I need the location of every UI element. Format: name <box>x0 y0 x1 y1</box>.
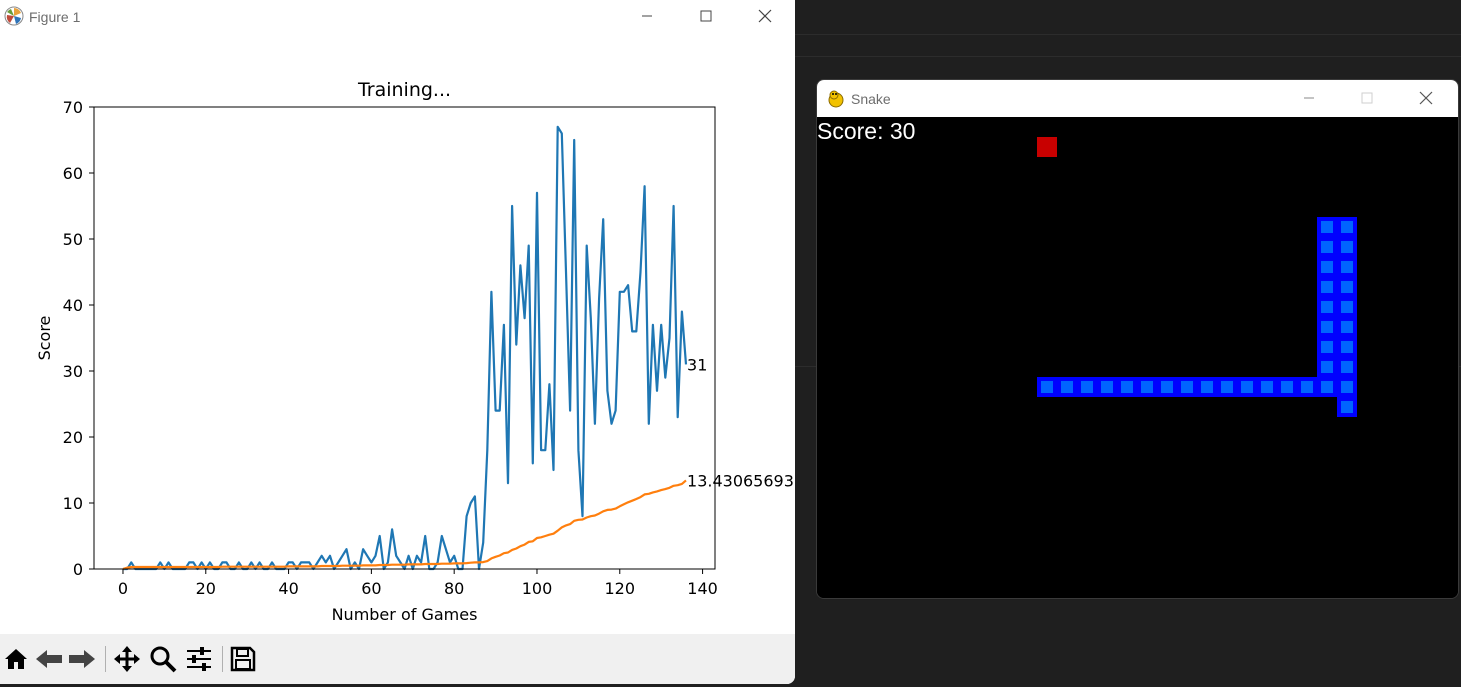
snake-segment <box>1337 397 1357 417</box>
snake-segment <box>1337 257 1357 277</box>
maximize-button[interactable] <box>1347 86 1387 110</box>
snake-segment <box>1037 377 1057 397</box>
axes-frame <box>93 106 716 570</box>
minimize-button[interactable] <box>627 4 667 28</box>
maximize-icon <box>700 10 712 22</box>
pan-icon <box>114 646 140 672</box>
pan-button[interactable] <box>111 644 143 674</box>
snake-segment <box>1337 317 1357 337</box>
x-tick-label: 80 <box>444 579 464 598</box>
minimize-icon <box>642 15 652 17</box>
matplotlib-toolbar <box>0 634 795 684</box>
snake-segment <box>1317 257 1337 277</box>
snake-segment <box>1217 377 1237 397</box>
series-end-label-1: 13.43065693 <box>687 471 794 490</box>
snake-segment <box>1057 377 1077 397</box>
back-button[interactable] <box>33 644 65 674</box>
maximize-icon <box>1361 92 1373 104</box>
series-line-1 <box>122 479 687 571</box>
figure-window-title: Figure 1 <box>29 9 81 25</box>
snake-segment <box>1137 377 1157 397</box>
figure-titlebar[interactable]: Figure 1 <box>0 0 795 32</box>
snake-segment <box>1317 217 1337 237</box>
forward-button[interactable] <box>66 644 98 674</box>
close-icon <box>758 9 772 23</box>
close-icon <box>1419 91 1433 105</box>
y-tick-label: 20 <box>63 428 83 447</box>
zoom-icon <box>150 646 177 673</box>
game-canvas[interactable]: Score: 30 <box>817 117 1458 598</box>
snake-segment <box>1077 377 1097 397</box>
pygame-snake-icon <box>828 90 844 108</box>
maximize-button[interactable] <box>686 4 726 28</box>
y-tick-label: 30 <box>63 362 83 381</box>
snake-segment <box>1317 337 1337 357</box>
x-tick-label: 120 <box>605 579 636 598</box>
y-tick-label: 40 <box>63 296 83 315</box>
toolbar-separator <box>222 646 223 672</box>
matplotlib-app-icon <box>4 6 24 26</box>
y-tick-label: 10 <box>63 494 83 513</box>
x-tick-label: 20 <box>196 579 216 598</box>
x-tick-label: 100 <box>522 579 553 598</box>
x-tick-label: 40 <box>278 579 298 598</box>
save-icon <box>230 646 256 672</box>
snake-segment <box>1117 377 1137 397</box>
y-axis-label: Score <box>35 316 54 361</box>
snake-segment <box>1337 277 1357 297</box>
x-axis-label: Number of Games <box>332 605 478 624</box>
home-icon <box>5 649 27 669</box>
snake-segment <box>1257 377 1277 397</box>
snake-segment <box>1337 357 1357 377</box>
series-line-0 <box>123 125 688 571</box>
figure-window: Figure 1 Training... 31 13.43065693 0 20 40 60… <box>0 0 795 684</box>
home-button[interactable] <box>0 644 32 674</box>
y-tick-label: 50 <box>63 230 83 249</box>
close-button[interactable] <box>1406 86 1446 110</box>
x-tick-label: 0 <box>118 579 128 598</box>
toolbar-separator <box>105 646 106 672</box>
minimize-button[interactable] <box>1289 86 1329 110</box>
snake-segment <box>1337 237 1357 257</box>
snake-segment <box>1317 237 1337 257</box>
snake-segment <box>1317 357 1337 377</box>
snake-segment <box>1317 317 1337 337</box>
y-tick-label: 70 <box>63 98 83 117</box>
snake-segment <box>1317 297 1337 317</box>
snake-segment <box>1317 377 1337 397</box>
forward-icon <box>69 650 95 668</box>
snake-segment <box>1337 217 1357 237</box>
back-icon <box>36 650 62 668</box>
save-button[interactable] <box>227 644 259 674</box>
score-text: Score: 30 <box>817 118 916 144</box>
snake-window: Snake Score: 30 <box>816 79 1459 599</box>
snake-segment <box>1157 377 1177 397</box>
snake-segment <box>1337 377 1357 397</box>
snake-titlebar[interactable]: Snake <box>817 80 1458 117</box>
x-tick-label: 140 <box>687 579 718 598</box>
series-end-label-0: 31 <box>687 355 707 374</box>
snake-segment <box>1317 277 1337 297</box>
snake-segment <box>1337 337 1357 357</box>
snake-segment <box>1197 377 1217 397</box>
close-button[interactable] <box>745 4 785 28</box>
zoom-button[interactable] <box>147 644 179 674</box>
y-tick-label: 0 <box>73 560 83 579</box>
y-tick-label: 60 <box>63 164 83 183</box>
snake-segment <box>1297 377 1317 397</box>
x-tick-label: 60 <box>361 579 381 598</box>
snake-segment <box>1337 297 1357 317</box>
snake-segment <box>1237 377 1257 397</box>
minimize-icon <box>1304 97 1314 99</box>
configure-subplots-button[interactable] <box>183 644 215 674</box>
chart-title: Training... <box>357 79 451 101</box>
snake-segment <box>1177 377 1197 397</box>
configure-subplots-icon <box>187 647 211 671</box>
snake-segment <box>1277 377 1297 397</box>
food <box>1037 137 1057 157</box>
snake-window-title: Snake <box>851 91 891 107</box>
snake-segment <box>1097 377 1117 397</box>
